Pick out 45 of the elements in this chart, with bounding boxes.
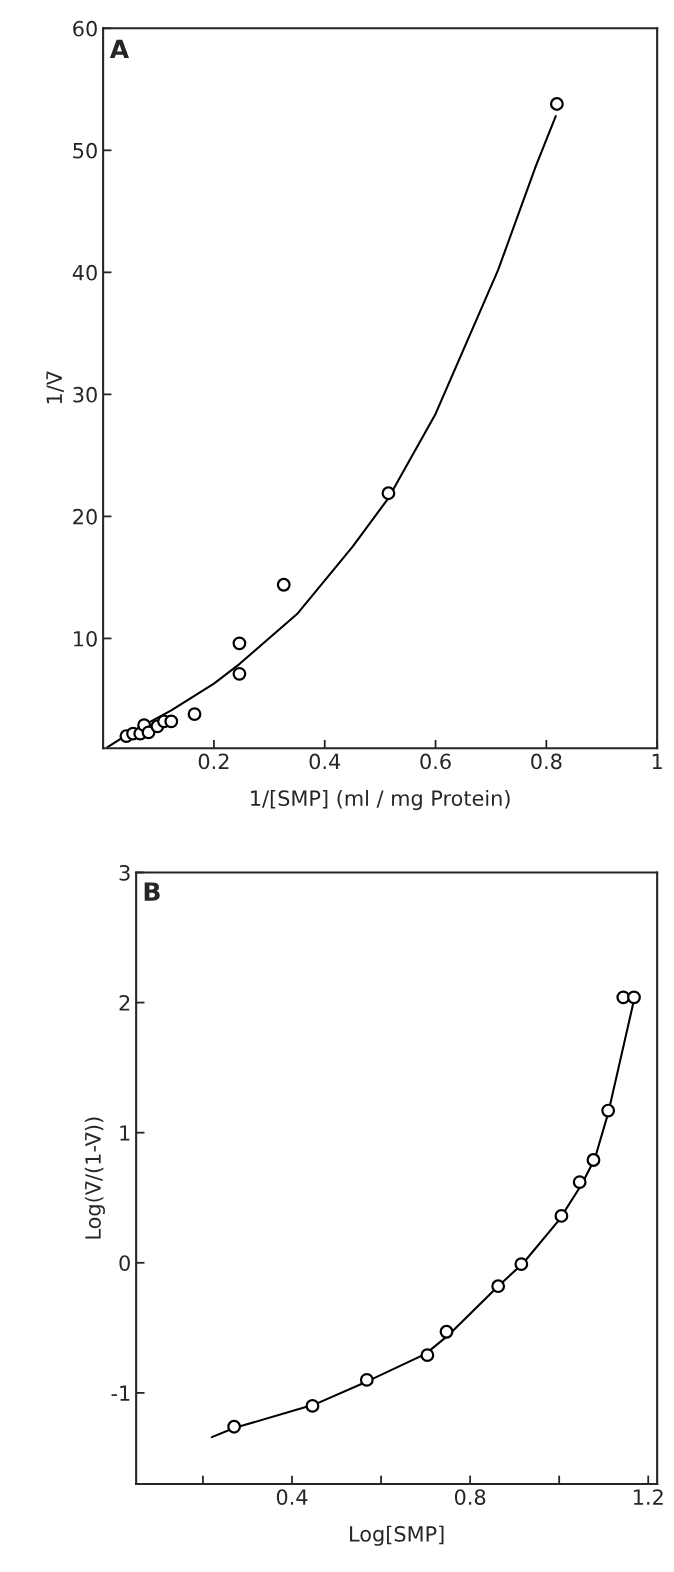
y-axis-title: 1/V̄ xyxy=(46,371,64,404)
y-tick-label: -1 xyxy=(111,1385,130,1401)
y-tick-label: 40 xyxy=(72,264,97,281)
point xyxy=(359,1372,374,1387)
x-tick-label: 0.8 xyxy=(531,753,562,770)
point xyxy=(187,707,202,722)
y-tick-label: 2 xyxy=(119,995,130,1011)
x-tick-label: 1.2 xyxy=(633,1489,663,1505)
x-tick-label: 0.4 xyxy=(309,753,341,770)
point xyxy=(232,666,247,681)
y-tick-label: 30 xyxy=(73,386,97,403)
point xyxy=(276,577,291,592)
point xyxy=(232,636,247,651)
x-tick-label: 0.2 xyxy=(198,753,229,770)
point xyxy=(586,1153,601,1167)
line-series xyxy=(106,115,557,749)
annotation: A xyxy=(109,39,129,59)
y-tick-label: 50 xyxy=(73,142,97,159)
y-tick-label: 1 xyxy=(120,1125,130,1141)
x-axis-title: Log[SMP] xyxy=(350,1525,444,1546)
y-tick-label: 0 xyxy=(119,1255,130,1271)
point xyxy=(381,486,396,501)
point xyxy=(514,1257,529,1271)
y-tick-label: 3 xyxy=(119,864,130,881)
point xyxy=(572,1175,587,1190)
point xyxy=(305,1398,320,1413)
point xyxy=(420,1348,435,1363)
annotation: B xyxy=(144,882,160,901)
x-tick-label: 0.8 xyxy=(454,1489,486,1505)
x-tick-label: 1 xyxy=(652,753,662,769)
x-tick-label: 0.4 xyxy=(276,1489,308,1505)
x-tick-label: 0.6 xyxy=(420,753,451,770)
point xyxy=(554,1209,569,1223)
y-tick-label: 60 xyxy=(73,20,97,37)
y-axis-title: Log(V̄/(1-V̄)) xyxy=(84,1117,105,1239)
point xyxy=(627,990,641,1005)
point xyxy=(491,1279,506,1294)
point xyxy=(601,1103,616,1118)
point xyxy=(439,1324,454,1339)
y-tick-label: 10 xyxy=(74,630,97,647)
x-axis-title: 1/[SMP] (ml / mg Protein) xyxy=(251,789,510,811)
point xyxy=(164,714,179,729)
point xyxy=(227,1419,242,1434)
point xyxy=(549,97,564,111)
y-tick-label: 20 xyxy=(73,508,97,525)
